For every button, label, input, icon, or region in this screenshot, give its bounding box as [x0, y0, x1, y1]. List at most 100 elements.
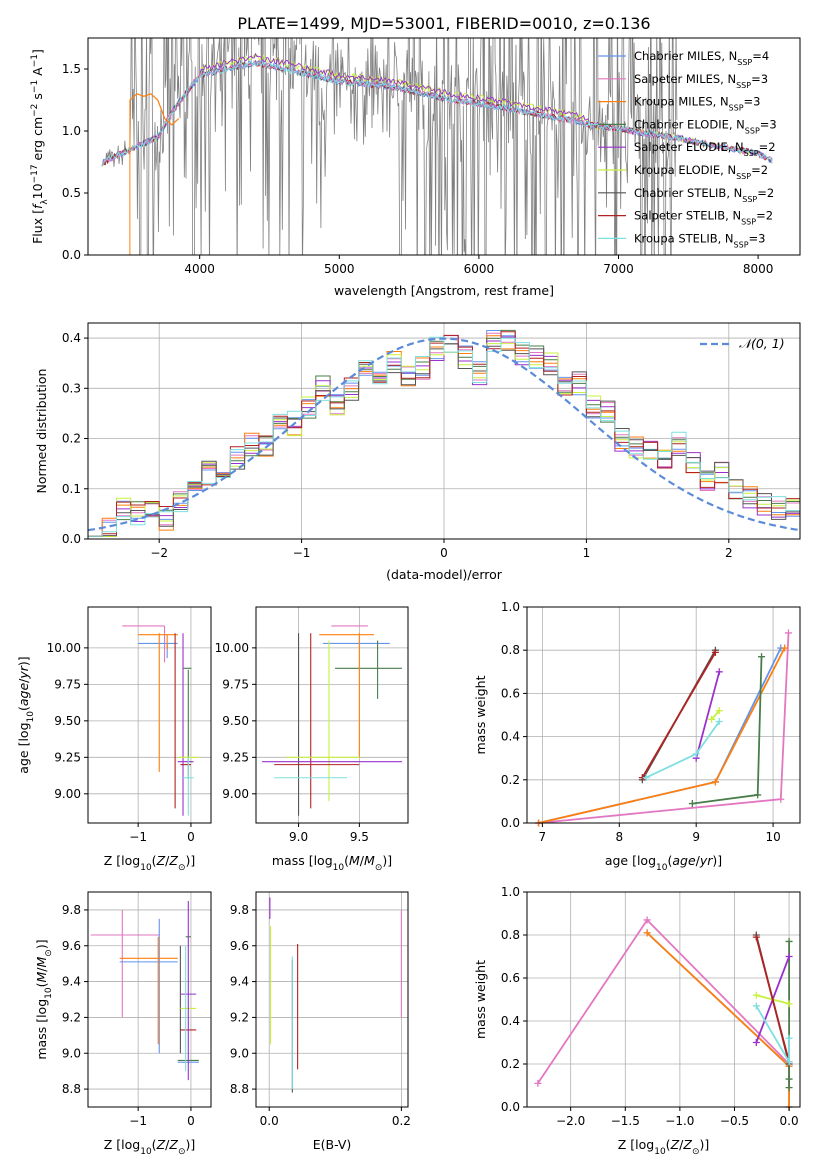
legend-label: Salpeter STELIB, NSSP=2	[634, 209, 773, 227]
y-tick-label: 0.4	[501, 1014, 520, 1028]
x-tick-label: 0	[187, 830, 195, 844]
y-tick-label: 9.75	[54, 677, 81, 691]
x-tick-label: 8000	[743, 262, 774, 276]
y-tick-label: 9.6	[230, 939, 249, 953]
weight-marker	[758, 653, 766, 661]
model-spectrum-kroupa-stelib	[101, 60, 773, 167]
x-tick-label: −1	[293, 546, 311, 560]
legend-label: Chabrier ELODIE, NSSP=3	[634, 117, 777, 135]
y-tick-label: 9.75	[222, 677, 249, 691]
y-tick-label: 0.4	[62, 331, 81, 345]
x-axis-label: wavelength [Angstrom, rest frame]	[334, 283, 554, 298]
axes-frame	[255, 891, 409, 1108]
x-tick-label: 7	[539, 830, 547, 844]
legend-label: Kroupa STELIB, NSSP=3	[634, 231, 765, 249]
model-spectrum-kroupa-miles	[129, 93, 180, 126]
x-tick-label: 0.2	[392, 1114, 411, 1128]
weight-marker	[785, 1000, 793, 1008]
y-tick-label: 9.25	[222, 750, 249, 764]
legend-label: Salpeter MILES, NSSP=3	[634, 72, 768, 90]
x-tick-label: 5000	[324, 262, 355, 276]
y-tick-label: 0.3	[62, 381, 81, 395]
weight-marker	[715, 717, 723, 725]
y-tick-label: 0.4	[501, 730, 520, 744]
y-tick-label: 0.1	[62, 482, 81, 496]
y-tick-label: 9.00	[222, 787, 249, 801]
y-tick-label: 9.4	[62, 975, 81, 989]
weight-line	[710, 710, 720, 720]
weight-marker	[711, 648, 719, 656]
histogram-kroupa-stelib	[88, 336, 800, 537]
age-vs-metallicity-panel: −1 0 9.00 9.25 9.50 9.75 10.00 Z [log10(Z/Z⊙)] a…	[16, 606, 212, 873]
y-axis-label: mass weight	[473, 675, 488, 754]
weight-marker	[784, 629, 792, 637]
weight-vs-metallicity-panel: −2.0 −1.5 −1.0 −0.5 0.0 0.0 0.2 0.4 0.6 0.8 1.0 Z […	[473, 885, 801, 1157]
x-tick-label: 7000	[603, 262, 634, 276]
x-tick-label: 0	[440, 546, 448, 560]
legend-label: Chabrier STELIB, NSSP=2	[634, 186, 774, 204]
y-tick-label: 9.50	[222, 714, 249, 728]
histogram-kroupa-elodie	[88, 343, 800, 537]
y-tick-label: 0.5	[62, 186, 81, 200]
x-tick-label: 1	[583, 546, 591, 560]
axes-frame	[526, 606, 801, 824]
x-tick-label: −1.5	[611, 1114, 640, 1128]
weight-marker	[752, 933, 760, 941]
y-axis-label: age [log10(age/yr)]	[16, 656, 36, 773]
x-axis-label: age [log10(age/yr)]	[605, 853, 722, 873]
y-tick-label: 9.25	[54, 750, 81, 764]
x-axis-label: Z [log10(Z/Z⊙)]	[104, 1137, 196, 1157]
legend-label: Kroupa ELODIE, NSSP=2	[634, 163, 768, 181]
x-axis-label: E(B-V)	[313, 1137, 352, 1152]
weight-marker	[708, 715, 716, 723]
normal-curve	[87, 337, 801, 532]
weight-marker	[715, 707, 723, 715]
x-axis-label: mass [log10(M/M⊙)]	[272, 853, 392, 873]
y-tick-label: 8.8	[230, 1082, 249, 1096]
x-tick-label: −2.0	[556, 1114, 585, 1128]
y-tick-label: 0.6	[501, 971, 520, 985]
legend-label: 𝒩(0, 1)	[739, 336, 785, 351]
y-tick-label: 9.8	[230, 903, 249, 917]
weight-marker	[642, 774, 650, 782]
y-tick-label: 9.50	[54, 714, 81, 728]
weight-line	[695, 671, 721, 759]
weight-line	[692, 656, 763, 805]
x-tick-label: −2	[150, 546, 168, 560]
weight-marker	[785, 1058, 793, 1066]
y-tick-label: 9.0	[230, 1046, 249, 1060]
y-axis-label: mass weight	[473, 960, 488, 1039]
axes-frame	[87, 891, 212, 1108]
y-tick-label: 0.6	[501, 686, 520, 700]
x-tick-label: −0.5	[720, 1114, 749, 1128]
weight-marker	[754, 791, 762, 799]
legend-label: Salpeter ELODIE, NSSP=2	[634, 140, 776, 158]
weight-line	[641, 651, 717, 779]
observed-spectrum	[104, 38, 678, 255]
weight-marker	[643, 916, 651, 924]
y-tick-label: 0.0	[62, 248, 81, 262]
spectrum-panel: 4000 5000 6000 7000 8000 0.0 0.5 1.0 1.5 waveleng…	[30, 37, 801, 298]
weight-line	[755, 1005, 790, 1066]
legend-label: Kroupa MILES, NSSP=3	[634, 95, 760, 113]
y-tick-label: 9.4	[230, 975, 249, 989]
axes-frame	[526, 891, 801, 1108]
y-tick-label: 0.8	[501, 643, 520, 657]
weight-marker	[781, 644, 789, 652]
y-tick-label: 0.2	[501, 773, 520, 787]
y-tick-label: 10.00	[47, 641, 81, 655]
weight-marker	[785, 1075, 793, 1083]
x-tick-label: 10	[765, 830, 780, 844]
y-axis-label: Flux [fλ10−17 erg cm−2 s−1 A−1]	[30, 49, 50, 244]
weight-line	[537, 918, 790, 1084]
y-tick-label: 0.0	[501, 1100, 520, 1114]
y-tick-label: 9.8	[62, 903, 81, 917]
weight-marker	[752, 1039, 760, 1046]
figure-title: PLATE=1499, MJD=53001, FIBERID=0010, z=0…	[237, 14, 650, 33]
x-tick-label: 2	[725, 546, 733, 560]
y-tick-label: 0.8	[501, 928, 520, 942]
x-tick-label: −1.0	[665, 1114, 694, 1128]
y-axis-label: mass [log10(M/M⊙)]	[34, 939, 54, 1059]
x-tick-label: 0	[187, 1114, 195, 1128]
